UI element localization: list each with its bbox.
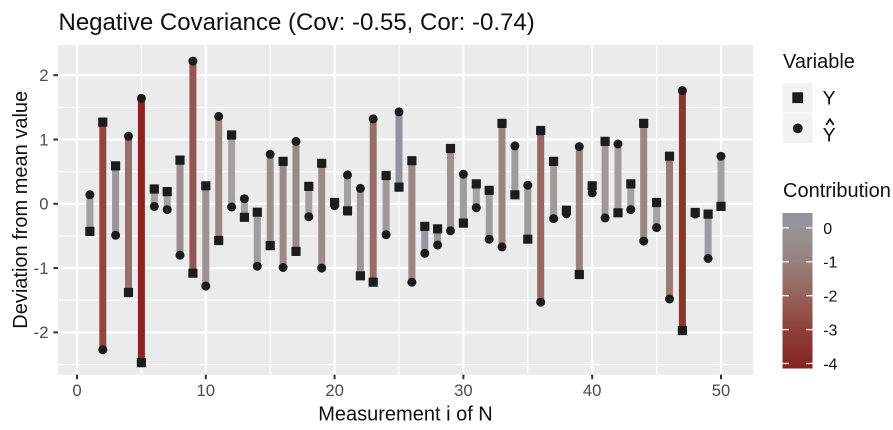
svg-text:Y: Y — [823, 87, 836, 109]
svg-text:Deviation from mean value: Deviation from mean value — [10, 91, 32, 329]
svg-text:Measurement i of N: Measurement i of N — [318, 404, 493, 425]
svg-text:2: 2 — [39, 66, 48, 85]
svg-text:Negative Covariance (Cov: -0.5: Negative Covariance (Cov: -0.55, Cor: -0… — [59, 9, 535, 36]
svg-text:Variable: Variable — [783, 51, 855, 73]
svg-text:40: 40 — [583, 381, 602, 400]
svg-text:-2: -2 — [823, 289, 837, 306]
svg-text:Y: Y — [823, 125, 836, 147]
svg-text:-3: -3 — [823, 323, 837, 340]
svg-text:10: 10 — [197, 381, 216, 400]
svg-text:1: 1 — [39, 130, 48, 149]
svg-text:0: 0 — [72, 381, 81, 400]
svg-text:Contribution: Contribution — [783, 180, 891, 202]
svg-text:-1: -1 — [823, 255, 837, 272]
svg-text:20: 20 — [325, 381, 344, 400]
svg-text:0: 0 — [39, 195, 48, 214]
svg-text:-1: -1 — [34, 259, 49, 278]
svg-text:0: 0 — [823, 221, 832, 238]
svg-text:-2: -2 — [34, 323, 49, 342]
svg-text:-4: -4 — [823, 356, 837, 373]
svg-text:50: 50 — [712, 381, 731, 400]
svg-text:30: 30 — [454, 381, 473, 400]
